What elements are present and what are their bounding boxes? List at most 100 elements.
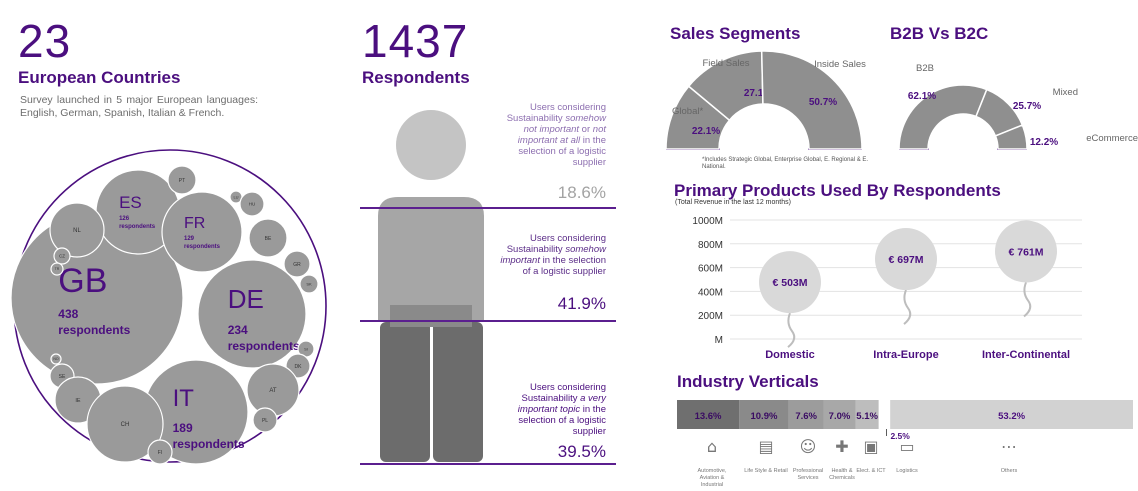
countries-title: European Countries <box>18 68 181 87</box>
bubble-code: CH <box>121 422 130 428</box>
donut-category-label: Field Sales <box>703 58 750 69</box>
category-label: Intra-Europe <box>873 349 938 361</box>
donut-category-label: eCommerce <box>1086 133 1138 144</box>
sales-segments-donut: 22.1% Global* 27.1% Field Sales 50.7% Inside … <box>665 50 866 150</box>
silhouette-hips <box>390 305 472 327</box>
products-title: Primary Products Used By Respondents <box>674 181 1001 200</box>
respondents-number: 1437 <box>362 15 469 67</box>
bubble-code: TR <box>55 267 60 271</box>
bubble-be: BE <box>248 218 288 258</box>
industry-segment <box>677 400 740 429</box>
industry-item: ✚ Health & Chemicals <box>818 436 866 482</box>
country-bubble-chart: GB 438 respondents DE 234 respondents IT 189 res… <box>10 149 327 465</box>
bubble-it: IT 189 respondents <box>143 359 249 465</box>
industry-icon-row: ⌂ Automotive, Aviation & Industrial ▤ Life … <box>675 436 1135 491</box>
balloon <box>875 228 937 291</box>
bubble-sk: SK <box>299 274 319 294</box>
donut-value-label: 62.1% <box>908 91 936 102</box>
dots-icon: ⋯ <box>1001 437 1017 456</box>
industry-value-label: 7.0% <box>829 411 851 422</box>
donut-value-label: 27.1% <box>744 88 772 99</box>
balloon-string <box>1023 282 1032 318</box>
donut-value-label: 25.7% <box>1013 101 1041 112</box>
segment-1-pre: Users considering Sustainability <box>506 102 606 124</box>
products-subtitle: (Total Revenue in the last 12 months) <box>675 199 791 206</box>
bubble-circle <box>167 165 197 195</box>
donut-value-label: 12.2% <box>1030 137 1058 148</box>
segment-2-mid: in the selection of a logistic supplier <box>522 255 606 277</box>
bubble-de: DE 234 respondents <box>197 259 307 369</box>
balloon <box>759 251 821 314</box>
donut-category-label: Mixed <box>1053 87 1078 98</box>
bubble-circle <box>50 353 62 365</box>
bubble-code: DE <box>228 284 264 314</box>
industry-label: Professional Services <box>792 468 824 481</box>
segment-2-pct: 41.9% <box>557 294 606 313</box>
segment-3-text: Users considering Sustainability a very … <box>500 382 606 437</box>
industry-label: Life Style & Retail <box>744 468 788 474</box>
industry-segment <box>739 400 789 429</box>
segment-1-em2: not important at all <box>517 124 606 146</box>
bubble-circle <box>299 274 319 294</box>
bubble-code: FR <box>184 215 205 232</box>
y-tick-label: 200M <box>698 311 723 322</box>
bubble-fr: FR 129 respondents <box>161 191 243 273</box>
bubble-code: GB <box>58 262 107 300</box>
person-icon: ☺ <box>799 437 817 456</box>
bubble-pl: PL <box>252 407 278 433</box>
bubble-code: IT <box>173 385 195 412</box>
bubble-code: AT <box>269 388 277 394</box>
y-tick-label: M <box>715 335 723 346</box>
segment-3-divider <box>360 463 616 465</box>
countries-number: 23 <box>18 15 72 67</box>
bubble-hu: HU <box>239 191 265 217</box>
bubble-ch: CH <box>86 385 164 463</box>
y-tick-label: 1000M <box>692 216 723 227</box>
chip-icon: ▣ <box>863 437 879 456</box>
bubble-count: 189 <box>173 421 193 435</box>
segment-3-em: a very important topic <box>517 393 606 415</box>
bubble-code: FI <box>158 450 162 456</box>
sales-segments-footnote: *Includes Strategic Global, Enterprise G… <box>702 157 869 170</box>
bubble-at: AT <box>246 363 300 417</box>
balloon <box>995 220 1057 283</box>
bubble-circle <box>49 202 105 258</box>
bubble-respondents-word: respondents <box>184 244 221 250</box>
industry-value-label: 10.9% <box>750 411 777 422</box>
donut-category-label: B2B <box>916 63 934 74</box>
donut-slice <box>898 84 988 150</box>
balloon-value-label: € 761M <box>1008 246 1043 258</box>
bubble-code: GR <box>293 262 301 268</box>
bubble-tr: TR <box>50 262 64 276</box>
segment-1-text: Users considering Sustainability somehow… <box>500 102 606 168</box>
segment-3-pct: 39.5% <box>557 442 606 461</box>
bubble-cz: CZ <box>53 247 71 265</box>
bubble-circle <box>86 385 164 463</box>
segment-2-text: Users considering Sustainability somehow… <box>500 233 606 277</box>
countries-description: Survey launched in 5 major European lang… <box>20 94 258 119</box>
bubble-respondents-word: respondents <box>173 437 245 451</box>
donut-value-label: 22.1% <box>692 126 720 137</box>
donut-category-label: Inside Sales <box>814 59 866 70</box>
bubble-code: HU <box>249 202 256 207</box>
bubble-gr: GR <box>283 250 311 278</box>
segment-2-em: somehow important <box>500 244 606 266</box>
industry-value-label: 7.6% <box>795 411 817 422</box>
respondents-title: Respondents <box>362 68 470 87</box>
segment-1-em: somehow not important <box>523 113 606 135</box>
bubble-circle <box>161 191 243 273</box>
products-balloon-chart: M 200M 400M 600M 800M 1000M € 503M Domestic € 69… <box>692 216 1082 361</box>
segment-1-mid: or <box>579 124 593 135</box>
bubble-es: ES 126 respondents <box>95 169 181 255</box>
bubble-code: CZ <box>59 254 65 259</box>
bubble-code: NO <box>53 357 59 361</box>
person-silhouette <box>378 110 484 462</box>
industry-label: Health & Chemicals <box>829 468 855 481</box>
bubble-code: NL <box>73 228 81 234</box>
balloon-value-label: € 503M <box>772 277 807 289</box>
silhouette-right-leg <box>433 322 483 462</box>
bubble-count: 126 <box>119 216 130 222</box>
donut-slice <box>994 124 1028 150</box>
bubble-circle <box>53 247 71 265</box>
y-tick-label: 800M <box>698 240 723 251</box>
